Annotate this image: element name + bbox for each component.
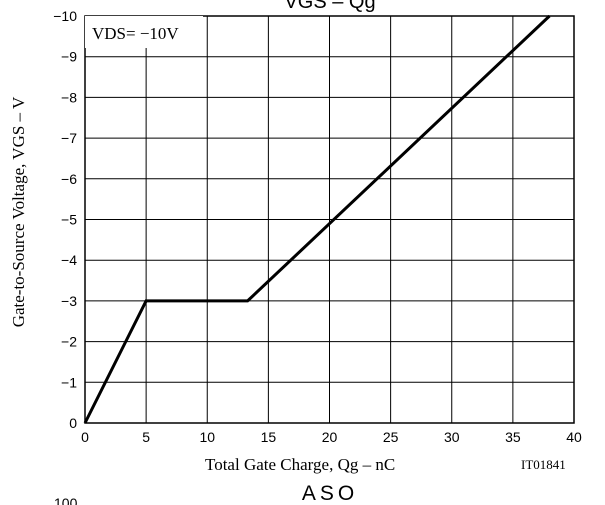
x-tick-label: 25 <box>383 429 399 445</box>
y-tick-label: −5 <box>61 212 77 228</box>
partial-tick-label: 100 <box>54 495 78 505</box>
section-label: ASO <box>302 482 358 505</box>
y-tick-label: −1 <box>61 374 77 390</box>
x-axis-label: Total Gate Charge, Qg – nC <box>205 455 395 474</box>
vds-annotation: VDS= −10V <box>92 24 179 43</box>
chart-title: VGS – Qg <box>284 0 375 13</box>
y-tick-label: −6 <box>61 171 77 187</box>
y-tick-label: 0 <box>69 415 77 431</box>
x-tick-label: 5 <box>142 429 150 445</box>
y-tick-label: −7 <box>61 130 77 146</box>
y-tick-label: −8 <box>61 89 77 105</box>
x-tick-label: 20 <box>322 429 338 445</box>
y-tick-labels: 0 −1 −2 −3 −4 −5 −6 −7 −8 −9 −10 <box>53 8 77 431</box>
x-tick-labels: 0 5 10 15 20 25 30 35 40 <box>81 429 582 445</box>
y-tick-label: −4 <box>61 252 77 268</box>
x-tick-label: 40 <box>566 429 582 445</box>
x-tick-label: 30 <box>444 429 460 445</box>
x-tick-label: 35 <box>505 429 521 445</box>
x-tick-label: 0 <box>81 429 89 445</box>
x-tick-label: 10 <box>199 429 215 445</box>
annotation-box <box>85 16 203 48</box>
x-tick-label: 15 <box>261 429 277 445</box>
vgs-qg-curve <box>83 14 551 424</box>
grid-lines <box>85 16 574 423</box>
y-tick-label: −9 <box>61 49 77 65</box>
plot-frame <box>84 15 575 424</box>
y-tick-label: −10 <box>53 8 77 24</box>
figure-id: IT01841 <box>521 457 566 472</box>
y-axis-label: Gate-to-Source Voltage, VGS – V <box>9 96 28 327</box>
y-tick-label: −2 <box>61 334 77 350</box>
y-tick-label: −3 <box>61 293 77 309</box>
